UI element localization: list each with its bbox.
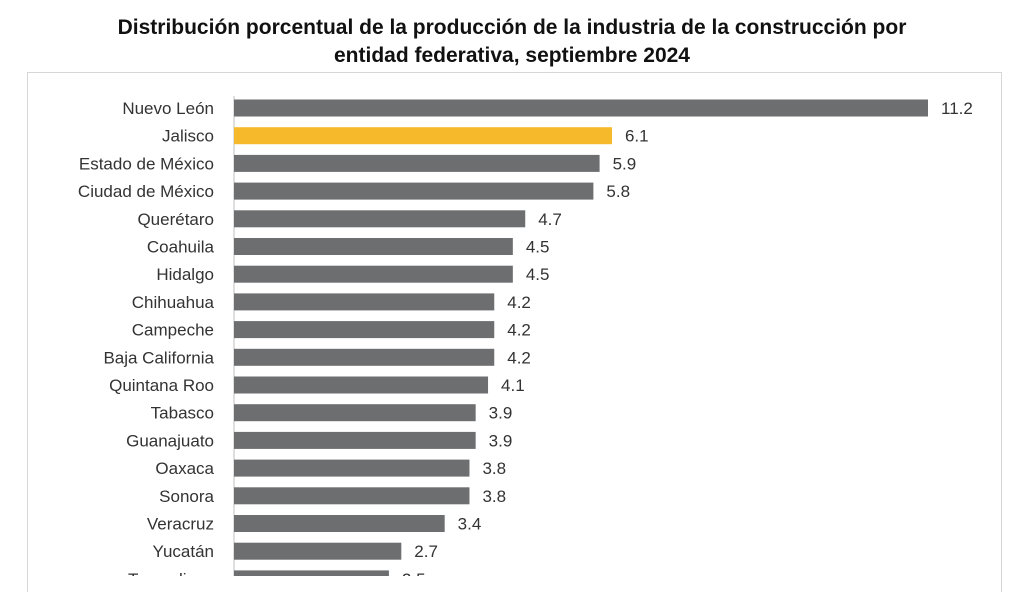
- bar: [234, 293, 495, 311]
- chart-frame: [27, 72, 1002, 592]
- bar: [234, 127, 612, 145]
- data-label: 3.8: [482, 487, 506, 506]
- bar: [234, 431, 476, 449]
- data-label: 3.9: [489, 404, 513, 423]
- data-label: 3.8: [482, 459, 506, 478]
- bar: [234, 348, 495, 366]
- category-label: Veracruz: [147, 515, 214, 534]
- data-label: 4.5: [526, 265, 550, 284]
- data-label: 2.7: [414, 542, 438, 561]
- data-label: 3.9: [489, 431, 513, 450]
- data-label: 11.2: [941, 99, 973, 118]
- category-label: Tabasco: [151, 404, 214, 423]
- chart-title-line-1: Distribución porcentual de la producción…: [117, 16, 907, 39]
- category-label: Tamaulipas: [128, 570, 214, 576]
- data-label: 6.1: [625, 127, 649, 146]
- data-label: 5.8: [606, 182, 630, 201]
- category-label: Nuevo León: [122, 99, 214, 118]
- category-label: Querétaro: [137, 210, 214, 229]
- data-label: 2.5: [402, 570, 426, 576]
- bar: [234, 404, 476, 422]
- category-label: Sonora: [159, 487, 214, 506]
- data-label: 4.5: [526, 238, 550, 257]
- data-label: 5.9: [613, 154, 637, 173]
- category-label: Quintana Roo: [109, 376, 214, 395]
- data-label: 3.4: [458, 515, 482, 534]
- bar-chart: Nuevo León 11.2 Jalisco 6.1 Estado de México…: [78, 96, 973, 576]
- data-label: 4.7: [538, 210, 562, 229]
- data-label: 4.2: [507, 348, 531, 367]
- category-label: Hidalgo: [156, 265, 214, 284]
- bar: [234, 570, 389, 576]
- bar: [234, 154, 600, 172]
- bar: [234, 321, 495, 339]
- bar: [234, 515, 445, 532]
- category-label: Jalisco: [162, 127, 214, 146]
- category-label: Campeche: [132, 321, 214, 340]
- bar: [234, 99, 928, 117]
- category-label: Oaxaca: [155, 459, 214, 478]
- category-label: Yucatán: [153, 542, 214, 561]
- category-label: Coahuila: [147, 238, 215, 257]
- bar: [234, 459, 470, 477]
- data-label: 4.2: [507, 321, 531, 340]
- data-label: 4.1: [501, 376, 525, 395]
- category-label: Chihuahua: [132, 293, 215, 312]
- category-label: Ciudad de México: [78, 182, 214, 201]
- bar: [234, 265, 513, 283]
- bar: [234, 210, 526, 228]
- bar: [234, 182, 594, 200]
- category-label: Estado de México: [79, 154, 214, 173]
- data-label: 4.2: [507, 293, 531, 312]
- bar: [234, 542, 402, 560]
- category-label: Guanajuato: [126, 431, 214, 450]
- category-label: Baja California: [103, 348, 214, 367]
- chart-title: Distribución porcentual de la producción…: [0, 14, 1024, 70]
- chart-title-line-2: entidad federativa, septiembre 2024: [334, 44, 690, 67]
- bar: [234, 376, 489, 394]
- bar: [234, 487, 470, 505]
- bar: [234, 238, 513, 255]
